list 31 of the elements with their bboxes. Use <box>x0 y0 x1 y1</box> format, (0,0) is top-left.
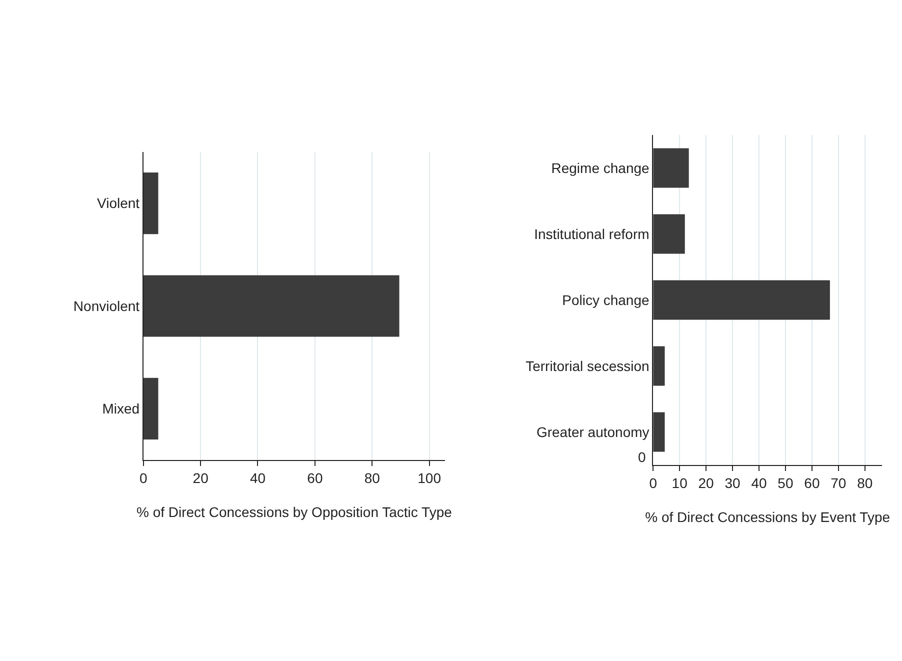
y-tick-label: Nonviolent <box>73 298 140 314</box>
y-tick-label: Institutional reform <box>534 226 650 242</box>
y-tick-label: Greater autonomy <box>536 424 650 440</box>
bar <box>653 280 830 320</box>
x-tick-label: 0 <box>139 470 148 486</box>
bar <box>653 214 685 254</box>
y-tick-label: Violent <box>97 195 140 212</box>
bar <box>653 346 665 386</box>
x-axis-title: % of Direct Concessions by Opposition Tactic Type <box>136 504 452 520</box>
bar <box>653 148 689 188</box>
x-tick-label: 80 <box>857 474 873 491</box>
x-tick-label: 20 <box>192 470 209 486</box>
y-tick-label: Policy change <box>562 292 650 308</box>
x-tick-label: 80 <box>364 470 380 486</box>
x-tick-label: 30 <box>724 474 741 491</box>
text: 0 <box>638 449 646 465</box>
x-axis-title: % of Direct Concessions by Event Type <box>645 509 890 526</box>
x-tick-label: 40 <box>751 474 767 491</box>
x-tick-label: 70 <box>830 474 846 491</box>
y-tick-label: Regime change <box>551 160 650 176</box>
x-tick-label: 50 <box>778 474 794 491</box>
x-tick-label: 10 <box>672 474 688 491</box>
x-tick-label: 20 <box>698 474 714 491</box>
y-tick-label: Territorial secession <box>526 358 650 374</box>
bar <box>653 412 665 452</box>
x-tick-label: 60 <box>307 470 323 486</box>
x-tick-label: 60 <box>804 474 820 491</box>
x-tick-label: 40 <box>250 470 266 486</box>
y-tick-label: Mixed <box>102 400 140 417</box>
x-tick-label: 100 <box>418 470 442 486</box>
x-tick-label: 0 <box>649 474 658 491</box>
